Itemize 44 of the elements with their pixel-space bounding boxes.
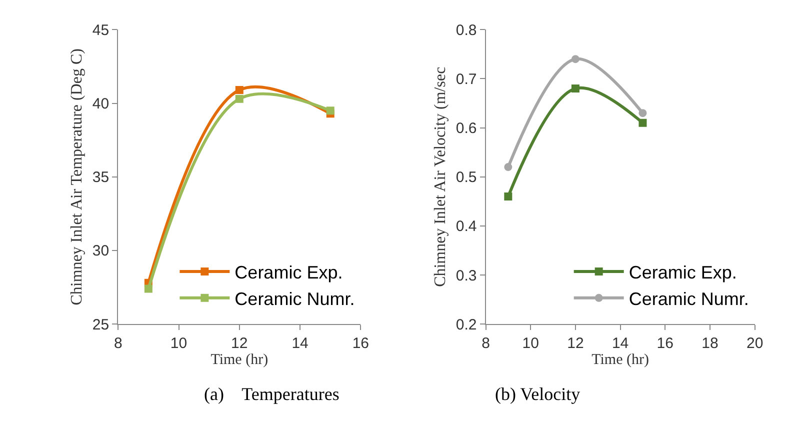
point bbox=[571, 55, 580, 64]
text: (b) Velocity bbox=[495, 384, 580, 404]
x-tick-label: 16 bbox=[656, 335, 674, 352]
x-tick-label: 18 bbox=[702, 335, 718, 352]
point bbox=[638, 118, 647, 127]
y-tick-label: 35 bbox=[92, 169, 110, 186]
x-tick-label: 12 bbox=[567, 335, 584, 352]
point bbox=[326, 106, 334, 115]
point bbox=[638, 109, 647, 118]
x-tick-label: 20 bbox=[746, 335, 764, 352]
y-tick-label: 0.6 bbox=[456, 120, 477, 138]
point bbox=[504, 192, 512, 200]
y-axis-title: Chimney Inlet Air Velocity (m/sec bbox=[432, 66, 449, 287]
x-tick-label: 10 bbox=[170, 335, 188, 352]
y-tick-label: 0.8 bbox=[456, 22, 477, 39]
x-tick-label: 8 bbox=[114, 335, 122, 352]
x-axis-title: Time (hr) bbox=[210, 352, 268, 368]
point bbox=[504, 163, 512, 172]
y-tick-label: 0.3 bbox=[456, 267, 477, 284]
x-axis-title: Time (hr) bbox=[592, 352, 649, 368]
y-tick-label: 45 bbox=[92, 22, 110, 39]
x-tick-label: 14 bbox=[292, 335, 308, 352]
point bbox=[571, 84, 580, 93]
legend-label: Ceramic Numr. bbox=[628, 288, 749, 309]
x-tick-label: 10 bbox=[522, 335, 539, 352]
x-tick-label: 16 bbox=[352, 335, 370, 352]
legend-label: Ceramic Exp. bbox=[234, 262, 343, 283]
y-tick-label: 25 bbox=[92, 316, 110, 334]
y-axis-title: Chimney Inlet Air Temperature (Deg C) bbox=[68, 48, 86, 306]
y-tick-label: 30 bbox=[92, 242, 110, 260]
point bbox=[144, 284, 152, 293]
y-tick-label: 0.4 bbox=[456, 218, 477, 236]
x-tick-label: 12 bbox=[231, 335, 248, 352]
legend-label: Ceramic Numr. bbox=[234, 288, 355, 309]
x-tick-label: 14 bbox=[612, 335, 629, 352]
y-tick-label: 0.7 bbox=[456, 70, 477, 88]
legend-label: Ceramic Exp. bbox=[628, 262, 737, 283]
x-tick-label: 8 bbox=[482, 335, 490, 352]
y-tick-label: 0.5 bbox=[456, 169, 477, 186]
text: (a) Temperatures bbox=[204, 384, 340, 404]
y-tick-label: 0.2 bbox=[456, 316, 477, 334]
point bbox=[235, 86, 244, 94]
y-tick-label: 40 bbox=[92, 96, 110, 113]
point bbox=[235, 94, 244, 103]
